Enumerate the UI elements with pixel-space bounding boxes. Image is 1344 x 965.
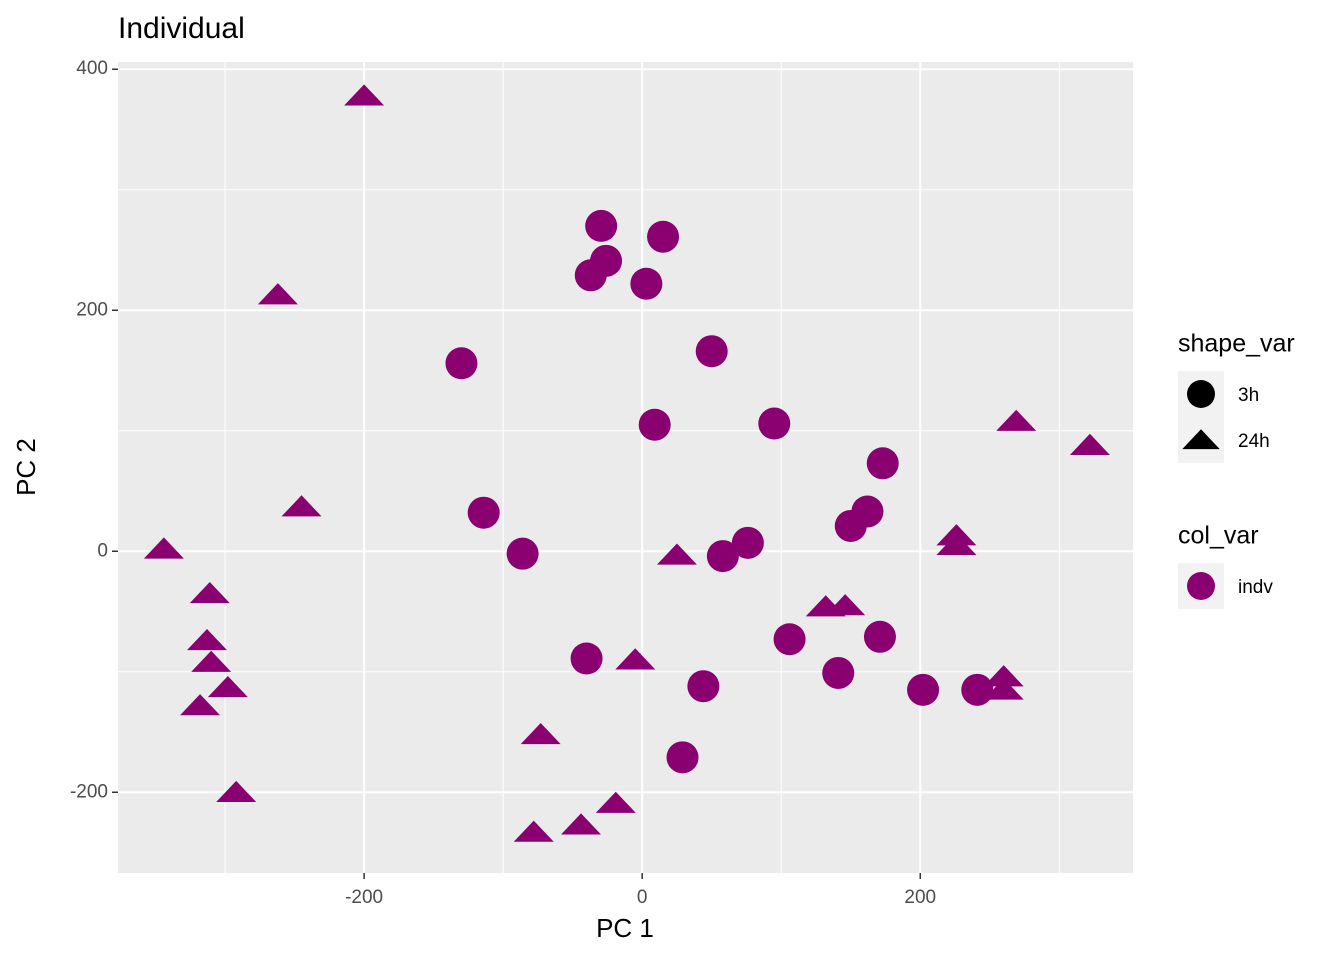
x-tick-label: -200	[345, 887, 383, 908]
y-tick-label: 0	[97, 540, 108, 561]
point	[825, 594, 866, 616]
point	[822, 656, 855, 689]
point	[595, 791, 636, 813]
point	[936, 533, 977, 555]
point	[513, 820, 554, 842]
point	[961, 673, 994, 706]
legend-symbol	[1187, 380, 1215, 408]
point	[687, 670, 720, 703]
legend-label: 3h	[1238, 385, 1259, 406]
x-axis-title: PC 1	[596, 913, 654, 943]
point	[695, 335, 728, 368]
point	[638, 408, 671, 441]
point	[467, 496, 500, 529]
point	[143, 537, 184, 559]
legend-title: shape_var	[1178, 330, 1295, 358]
point	[666, 741, 699, 774]
point	[281, 495, 322, 517]
point	[207, 676, 248, 698]
point	[758, 407, 791, 440]
point	[1069, 433, 1110, 455]
point	[506, 537, 539, 570]
y-axis-title: PC 2	[11, 438, 41, 496]
point	[186, 629, 227, 651]
x-tick-label: 0	[637, 887, 648, 908]
x-tick-label: 200	[904, 887, 936, 908]
point	[983, 665, 1024, 687]
point	[773, 623, 806, 656]
point	[344, 84, 385, 106]
point	[647, 220, 680, 253]
point	[180, 694, 221, 716]
y-tick-label: 400	[76, 58, 108, 79]
point	[257, 283, 298, 305]
y-tick-label: 200	[76, 299, 108, 320]
legend-title: col_var	[1178, 522, 1259, 550]
chart-title: Individual	[118, 12, 245, 45]
point	[585, 209, 618, 242]
point	[983, 678, 1024, 700]
point	[570, 642, 603, 675]
legend-label: 24h	[1238, 431, 1270, 452]
point	[520, 723, 561, 745]
panel	[118, 62, 1133, 873]
point	[863, 620, 896, 653]
point	[866, 447, 899, 480]
point	[731, 526, 764, 559]
y-tick-label: -200	[70, 781, 108, 802]
point	[834, 509, 867, 542]
point	[561, 813, 602, 835]
point	[191, 650, 232, 672]
point	[445, 347, 478, 380]
point	[907, 673, 940, 706]
point	[189, 582, 230, 604]
point	[574, 259, 607, 292]
point	[216, 780, 257, 803]
point	[706, 540, 739, 573]
point	[656, 543, 697, 565]
point	[996, 409, 1037, 431]
point	[615, 648, 656, 670]
legend-label: indv	[1238, 577, 1273, 598]
legend-symbol	[1182, 429, 1220, 450]
point	[630, 267, 663, 300]
legend-symbol	[1187, 572, 1215, 600]
